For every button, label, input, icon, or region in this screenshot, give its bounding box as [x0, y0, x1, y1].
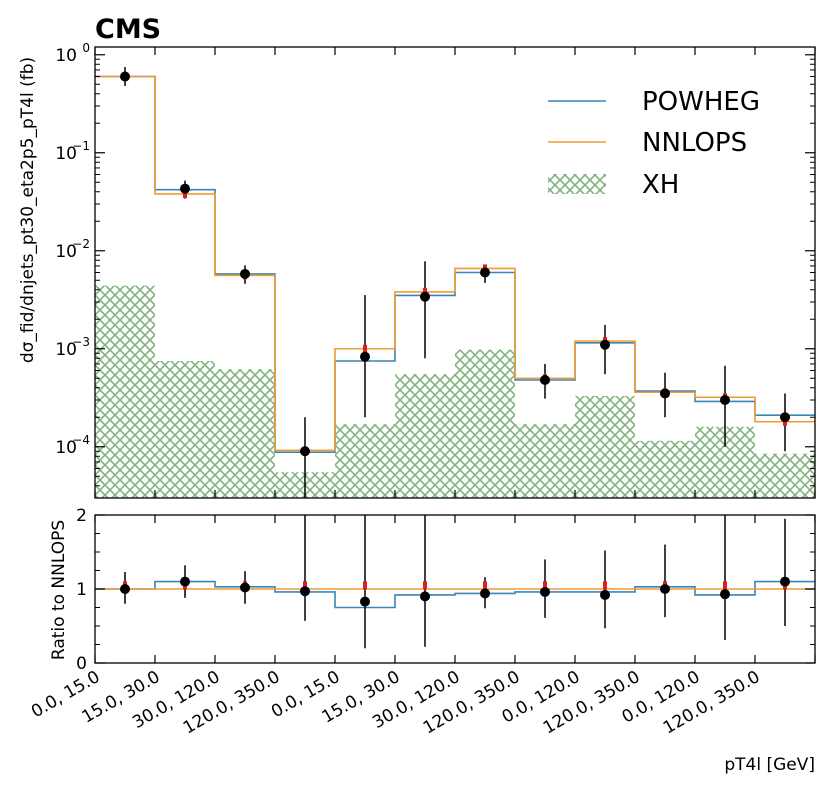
data-point — [600, 339, 610, 350]
xh-bar — [335, 424, 395, 498]
ratio-data-point — [720, 589, 730, 600]
xh-bar — [95, 285, 155, 498]
ratio-data-point — [360, 596, 370, 607]
ratio-theory-marker — [603, 581, 607, 590]
data-point — [720, 395, 730, 406]
main-panel: 10 010−110−210−310−4 dσ_fid/dnjets_pt30_e… — [18, 41, 816, 499]
ratio-theory-marker — [483, 581, 487, 590]
y-tick-exponent: 0 — [82, 41, 90, 55]
ratio-theory-marker — [363, 581, 367, 590]
xh-bar — [635, 440, 695, 498]
data-point — [120, 71, 130, 82]
data-point — [180, 183, 190, 194]
xh-bar — [455, 349, 515, 498]
xh-bar — [215, 369, 275, 498]
y-tick-label: 10 — [55, 242, 77, 262]
ratio-panel: 0 1 2 Ratio to NNLOPS — [49, 506, 816, 674]
ratio-y-tick-label: 2 — [76, 506, 87, 526]
xh-bar — [155, 361, 215, 498]
y-tick-exponent: −4 — [72, 433, 90, 447]
ratio-y-axis-label: Ratio to NNLOPS — [49, 520, 69, 660]
ratio-theory-marker — [723, 581, 727, 590]
main-x-ticks — [94, 47, 816, 498]
main-y-axis-label: dσ_fid/dnjets_pt30_eta2p5_pT4l (fb) — [18, 57, 38, 363]
xh-bar — [395, 374, 455, 498]
legend: POWHEG NNLOPS XH — [548, 87, 760, 200]
data-point — [360, 351, 370, 362]
x-axis-label: pT4l [GeV] — [724, 755, 815, 775]
xh-bar — [755, 453, 815, 498]
y-tick-label: 10 — [55, 340, 77, 360]
nnlops-step-line — [95, 75, 815, 452]
legend-powheg-label: POWHEG — [642, 87, 760, 117]
data-points-ratio — [120, 515, 790, 649]
xh-bar — [575, 395, 635, 498]
ratio-x-ticks — [94, 515, 816, 663]
ratio-y-ticks: 0 1 2 — [76, 506, 815, 674]
ratio-data-point — [300, 586, 310, 597]
y-tick-exponent: −2 — [72, 237, 90, 251]
y-tick-label: 10 — [55, 46, 77, 66]
y-tick-exponent: −1 — [72, 139, 90, 153]
ratio-data-point — [600, 589, 610, 600]
data-point — [480, 267, 490, 278]
data-point — [780, 412, 790, 423]
legend-xh-swatch — [548, 174, 606, 194]
legend-nnlops-label: NNLOPS — [642, 128, 747, 158]
ratio-theory-marker — [423, 581, 427, 590]
experiment-label: CMS — [95, 14, 161, 45]
ratio-data-point — [540, 586, 550, 597]
data-point — [540, 374, 550, 385]
xh-hatched-series — [95, 285, 815, 498]
ratio-data-point — [420, 591, 430, 602]
data-point — [240, 268, 250, 279]
ratio-data-point — [120, 584, 130, 594]
ratio-data-point — [180, 576, 190, 587]
main-y-ticks: 10 010−110−210−310−4 — [55, 41, 815, 499]
y-tick-exponent: −3 — [72, 335, 90, 349]
theory-marker — [363, 344, 367, 353]
powheg-ratio-line — [95, 580, 815, 609]
data-point — [420, 291, 430, 302]
y-tick-label: 10 — [55, 144, 77, 164]
data-point — [300, 446, 310, 457]
ratio-step-lines — [95, 580, 815, 609]
ratio-data-point — [480, 588, 490, 599]
theory-marker — [183, 189, 187, 198]
data-points-main — [120, 67, 790, 498]
ratio-data-point — [780, 576, 790, 587]
ratio-data-point — [240, 582, 250, 593]
ratio-y-tick-label: 1 — [76, 580, 87, 600]
ratio-theory-marker — [303, 581, 307, 590]
ratio-theory-marker — [543, 581, 547, 590]
data-point — [660, 388, 670, 399]
xh-bar — [515, 424, 575, 498]
legend-xh-label: XH — [642, 170, 679, 200]
ratio-data-point — [660, 584, 670, 594]
ratio-y-tick-label: 0 — [76, 654, 87, 674]
mc-step-lines — [95, 75, 815, 453]
y-tick-label: 10 — [55, 438, 77, 458]
